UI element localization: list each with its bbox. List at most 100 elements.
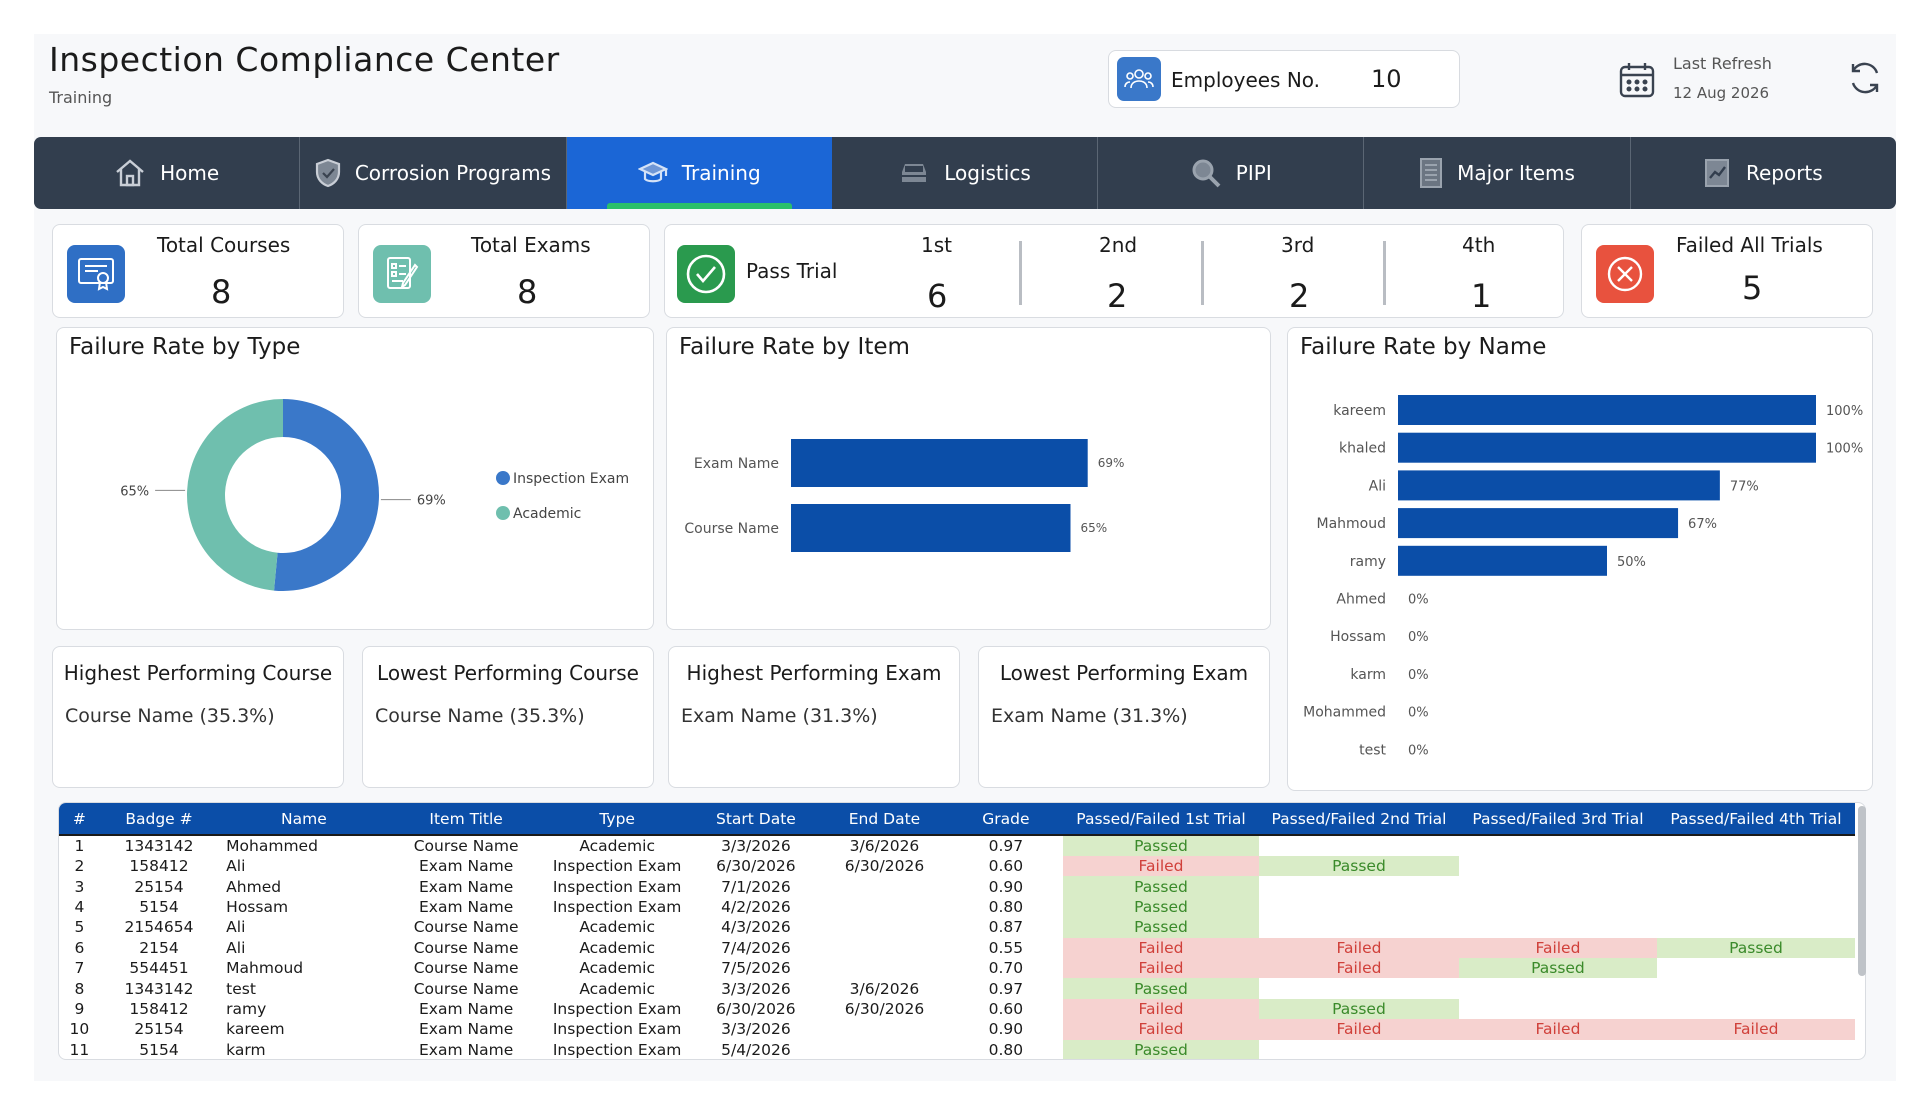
table-cell: 6/30/2026 [716,857,796,876]
table-row[interactable]: 6 2154 Ali Course Name Academic 7/4/2026 0.55 F… [59,937,1855,958]
bar-kareem [1398,395,1816,425]
table-cell [820,917,949,937]
column-header[interactable]: Type [542,803,692,836]
table-row[interactable]: 10 25154 kareem Exam Name Inspection Exam 3/3… [59,1019,1855,1040]
category-label: Ali [1369,478,1386,494]
donut-data-label: 69% [417,494,446,509]
column-header[interactable]: Name [218,803,390,836]
card-lowest-exam: Lowest Performing Exam Exam Name (31.3%) [978,646,1270,788]
table-scrollbar[interactable] [1858,806,1866,976]
nav-tab-label: Major Items [1457,161,1575,185]
table-row[interactable]: 7 554451 Mahmoud Course Name Academic 7/5/202… [59,957,1855,979]
legend-label: Inspection Exam [513,471,629,487]
bar-chart-by-name: kareem 100% khaled 100% Ali 77% Mahmoud 67% ramy… [1303,395,1863,758]
column-header[interactable]: Passed/Failed 3rd Trial [1458,803,1657,836]
table-cell: 10 [69,1020,90,1039]
table-cell: 3/3/2026 [721,1020,791,1039]
card-highest-course: Highest Performing Course Course Name (3… [52,646,344,788]
page-title: Inspection Compliance Center [49,40,560,79]
nav-tab-pipi[interactable]: PIPI [1098,137,1365,209]
table-cell: 6/30/2026 [716,999,796,1018]
calendar-icon [1619,63,1655,98]
table-cell: Inspection Exam [552,877,682,896]
column-header[interactable]: Start Date [691,803,821,836]
bar-course-name [791,504,1071,552]
nav-tab-home[interactable]: Home [34,137,301,209]
nav-tab-major-items[interactable]: Major Items [1364,137,1631,209]
trial-value-4th: 1 [1471,277,1492,315]
nav-tab-label: Home [160,161,220,185]
page-subtitle: Training [49,88,113,107]
bar-chart-by-item: Exam Name 69% Course Name 65% [684,439,1124,552]
table-cell: Failed [1063,1019,1259,1040]
table-cell [1657,897,1855,917]
table-cell [1459,999,1657,1019]
table-row[interactable]: 9 158412 ramy Exam Name Inspection Exam 6/30/… [59,998,1855,1020]
nav-tab-reports[interactable]: Reports [1631,137,1896,209]
certificate-icon [67,245,125,303]
table-cell [1459,835,1657,856]
magnifier-icon [1192,159,1221,188]
column-header[interactable]: End Date [820,803,949,836]
refresh-icon[interactable] [1847,60,1883,96]
donut-slice-inspection-exam [274,399,379,591]
table-row[interactable]: 4 5154 Hossam Exam Name Inspection Exam 4/2/2… [59,896,1855,918]
table-cell [1657,917,1855,937]
table-cell: 11 [69,1040,90,1059]
table-row[interactable]: 3 25154 Ahmed Exam Name Inspection Exam 7/1/2… [59,876,1855,897]
table-cell: 0.87 [988,918,1024,937]
column-header[interactable]: Passed/Failed 4th Trial [1656,803,1855,836]
table-cell: Passed [1063,896,1259,918]
table-cell: Failed [1063,856,1259,877]
bar-ali [1398,470,1720,501]
column-header[interactable]: Passed/Failed 2nd Trial [1258,803,1459,836]
table-cell: 2154654 [124,918,194,937]
column-header[interactable]: Item Title [389,803,543,836]
table-cell [1259,917,1459,937]
table-cell: 7/5/2026 [721,959,791,978]
table-cell: 5/4/2026 [721,1040,791,1059]
employees-value: 10 [1371,65,1402,93]
table-cell [1657,876,1855,896]
table-cell: 0.90 [988,877,1024,896]
column-header[interactable]: # [59,803,100,836]
table-cell [820,938,949,958]
table-cell: Failed [1656,1019,1855,1040]
table-row[interactable]: 1 1343142 Mohammed Course Name Academic 3/3/2… [59,835,1855,856]
category-label: khaled [1339,441,1386,457]
bar-data-label: 50% [1617,555,1646,570]
table-cell: 1343142 [124,979,194,998]
column-header[interactable]: Grade [948,803,1064,836]
trial-label-2nd: 2nd [1099,233,1138,257]
nav-tab-corrosion-programs[interactable]: Corrosion Programs [300,137,567,209]
table-cell: 0.90 [988,1020,1024,1039]
table-cell: Course Name [413,837,519,855]
table-cell: 0.60 [988,857,1024,876]
table-cell [1459,917,1657,937]
nav-tab-logistics[interactable]: Logistics [832,137,1099,209]
table-cell [1259,876,1459,896]
table-cell: Failed [1258,937,1459,958]
bar-data-label: 0% [1408,668,1429,683]
table-cell: Passed [1063,876,1259,897]
employees-count-card: Employees No. 10 [1108,50,1460,108]
bar-data-label: 100% [1826,442,1863,457]
table-cell [1657,1040,1855,1059]
table-cell: Passed [1063,835,1259,856]
nav-tab-training[interactable]: Training [566,137,832,209]
table-row[interactable]: 2 158412 Ali Exam Name Inspection Exam 6/30/2… [59,856,1855,877]
category-label: Exam Name [694,456,779,472]
table-cell: Ahmed [226,877,282,896]
bar-data-label: 0% [1408,593,1429,608]
table-cell [820,876,949,896]
column-header[interactable]: Badge # [99,803,219,836]
table-row[interactable]: 5 2154654 Ali Course Name Academic 4/3/2026 0.… [59,917,1855,938]
table-row[interactable]: 11 5154 karm Exam Name Inspection Exam 5/4/20… [59,1039,1855,1059]
nav-tab-label: Corrosion Programs [354,161,551,185]
table-cell: 0.80 [988,897,1024,916]
table-cell: 6/30/2026 [844,999,925,1018]
table-cell [1459,897,1657,917]
column-header[interactable]: Passed/Failed 1st Trial [1063,803,1259,836]
table-cell: Course Name [413,959,519,978]
table-row[interactable]: 8 1343142 test Course Name Academic 3/3/2026 3… [59,978,1855,999]
